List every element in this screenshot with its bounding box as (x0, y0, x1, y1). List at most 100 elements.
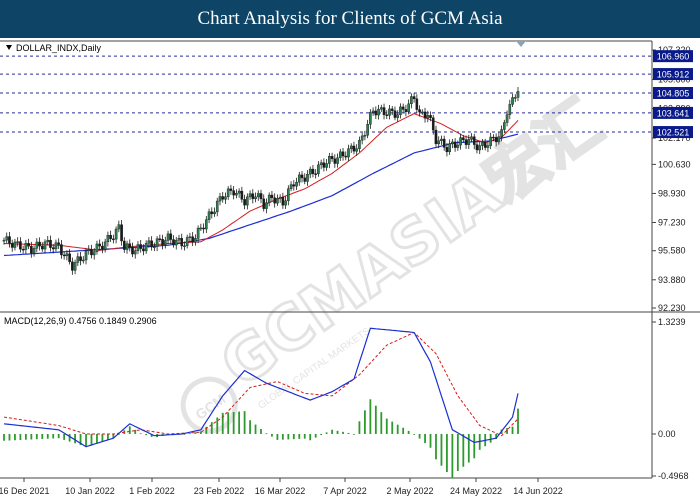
macd-histogram-bar (380, 412, 383, 434)
macd-histogram-bar (46, 433, 49, 439)
candle-body (478, 145, 482, 151)
candle-body (311, 168, 315, 174)
level-price-box (653, 68, 693, 81)
candle-body (360, 135, 364, 141)
candle-body (396, 114, 400, 118)
candle-body (338, 151, 342, 159)
candle-body (497, 136, 501, 143)
candle-body (128, 243, 132, 248)
macd-histogram-bar (363, 410, 366, 434)
candle-body (421, 111, 424, 114)
candle-body (385, 114, 389, 116)
candle-body (2, 239, 6, 242)
candle-body (213, 211, 216, 215)
macd-histogram-bar (353, 433, 355, 435)
candle-body (467, 139, 471, 145)
candle-body (103, 241, 107, 250)
candle-body (330, 156, 334, 160)
candle-body (440, 138, 443, 142)
macd-label: MACD(12,26,9) 0.4756 0.1849 0.2906 (4, 316, 157, 326)
macd-histogram-bar (106, 433, 109, 440)
candle-body (240, 190, 244, 200)
macd-histogram-bar (85, 433, 87, 447)
macd-histogram-bar (314, 433, 317, 438)
level-price-label: 105.912 (657, 70, 690, 80)
macd-histogram-bar (210, 422, 213, 434)
time-tick-label: 23 Feb 2022 (194, 486, 245, 496)
candle-body (185, 237, 189, 246)
candle-body (267, 194, 271, 203)
candle-body (483, 142, 487, 148)
candle-body (57, 242, 60, 245)
macd-histogram-bar (112, 433, 115, 439)
symbol-label: DOLLAR_INDX,Daily (16, 43, 102, 53)
macd-histogram-bar (117, 433, 120, 435)
candle-body (500, 129, 503, 137)
candle-body (265, 202, 268, 209)
candle-body (505, 114, 509, 123)
candle-body (451, 141, 454, 144)
macd-histogram-bar (243, 411, 246, 434)
candle-body (412, 96, 416, 100)
candle-body (155, 238, 159, 247)
candle-body (470, 136, 473, 140)
candle-body (183, 245, 186, 247)
macd-histogram-bar (336, 430, 339, 434)
candle-body (79, 256, 82, 261)
candle-body (336, 157, 339, 164)
candle-body (226, 188, 230, 197)
candle-body (147, 240, 151, 244)
price-tick-label: 102.170 (658, 133, 691, 143)
candle-body (235, 192, 238, 196)
macd-histogram-bar (260, 428, 262, 434)
candle-body (16, 241, 19, 243)
candle-body (27, 243, 30, 247)
candle-body (322, 162, 326, 168)
candle-body (259, 193, 263, 200)
candle-body (210, 211, 214, 215)
candle-body (38, 241, 41, 247)
candle-body (456, 144, 460, 148)
candle-body (278, 196, 282, 199)
candle-body (65, 253, 69, 257)
candle-body (407, 103, 410, 112)
candle-body (92, 251, 96, 256)
macd-histogram-bar (489, 433, 492, 443)
triangle-down-icon[interactable] (6, 45, 12, 50)
price-chart[interactable]: DOLLAR_INDX,Daily MACD(12,26,9) 0.4756 0… (0, 38, 700, 500)
level-price-box (653, 106, 693, 119)
candle-body (308, 168, 312, 175)
candle-body (276, 198, 279, 204)
candle-body (453, 141, 457, 148)
candle-body (388, 108, 391, 116)
macd-histogram-bar (435, 433, 437, 460)
candle-body (207, 211, 211, 220)
macd-histogram-bar (517, 408, 519, 434)
candle-body (415, 98, 419, 110)
candle-body (35, 241, 39, 249)
macd-histogram-bar (205, 426, 208, 434)
candle-body (333, 158, 337, 164)
macd-histogram-bar (271, 433, 273, 437)
candle-body (287, 188, 290, 201)
macd-histogram-bar (194, 432, 197, 434)
macd-histogram-bar (298, 433, 301, 439)
candle-body (390, 108, 394, 111)
candle-body (221, 196, 225, 200)
macd-histogram-bar (101, 433, 104, 442)
candle-body (314, 173, 317, 175)
candle-body (399, 106, 402, 115)
macd-histogram-bar (407, 430, 410, 434)
candle-body (174, 239, 178, 246)
chart-shift-marker-icon[interactable] (516, 41, 526, 47)
candle-body (153, 246, 156, 248)
macd-histogram-bar (309, 433, 312, 441)
candle-body (325, 163, 328, 168)
candle-body (114, 228, 118, 240)
candle-body (164, 240, 167, 245)
watermark-logo-icon (180, 376, 238, 434)
candle-body (492, 136, 495, 139)
candle-body (464, 139, 468, 145)
candle-body (401, 106, 405, 110)
macd-histogram-bar (413, 433, 416, 435)
